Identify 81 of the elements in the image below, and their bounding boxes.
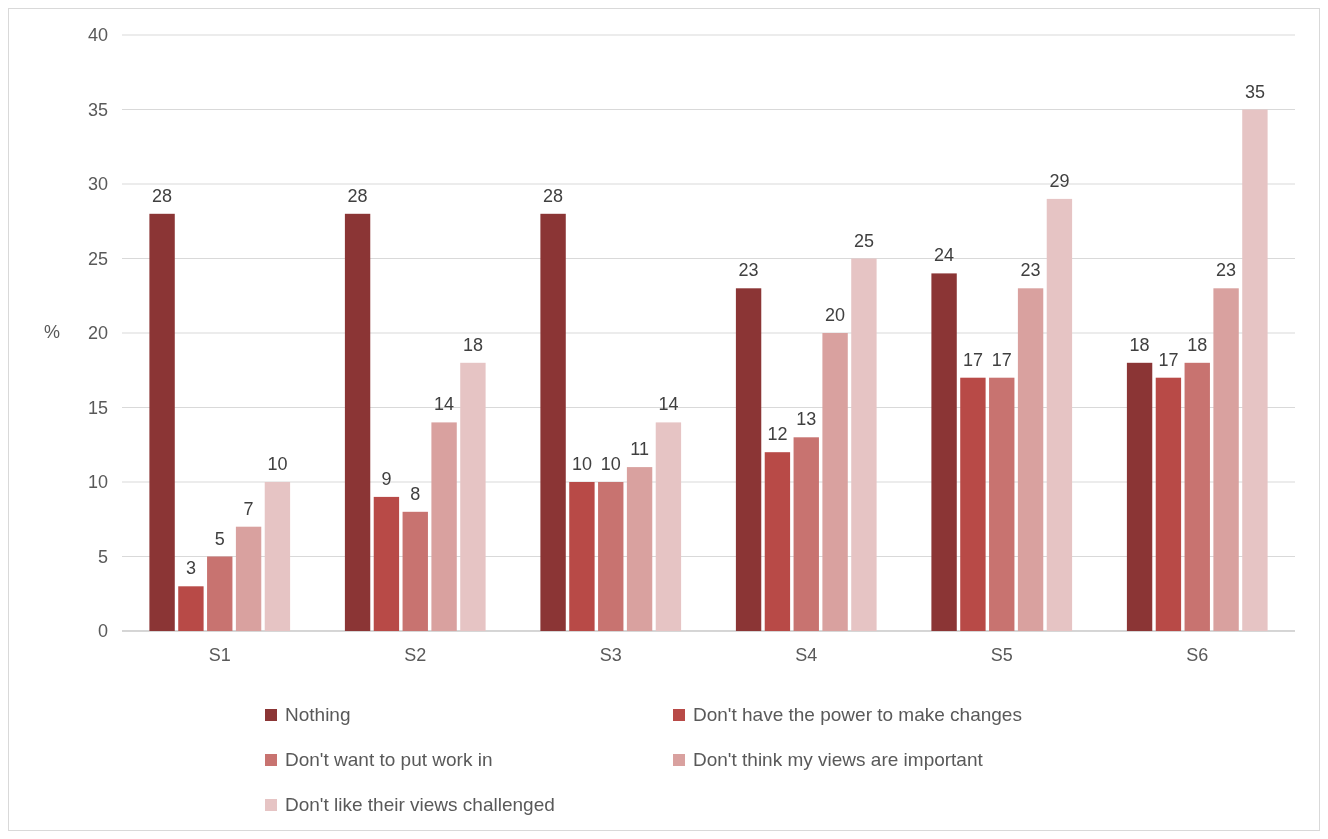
x-tick-label: S5 [990, 645, 1013, 665]
data-label: 9 [381, 468, 392, 489]
x-tick-label: S1 [208, 645, 231, 665]
data-label: 8 [410, 483, 421, 504]
bar [735, 288, 762, 631]
bar [207, 556, 233, 631]
legend-label: Don't like their views challenged [285, 794, 555, 815]
bar [1213, 288, 1239, 631]
data-label: 17 [1158, 349, 1179, 370]
bar [1155, 377, 1182, 631]
bar [235, 526, 262, 631]
legend-label: Don't think my views are important [693, 749, 984, 770]
y-tick-label: 25 [87, 248, 108, 269]
y-tick-label: 35 [87, 99, 108, 120]
y-tick-label: 0 [97, 621, 108, 641]
bar [626, 467, 653, 631]
y-tick-label: 10 [87, 472, 108, 492]
bar [373, 496, 400, 631]
bar [1046, 198, 1073, 631]
bar [1017, 288, 1044, 631]
data-label: 3 [185, 558, 196, 579]
bar [822, 333, 848, 631]
bar [655, 422, 682, 631]
y-axis-title: % [43, 322, 61, 342]
data-label: 23 [1020, 260, 1041, 281]
data-label: 35 [1244, 81, 1265, 102]
bar [460, 362, 486, 631]
data-label: 10 [600, 454, 621, 474]
bar [149, 213, 175, 631]
bar [540, 213, 566, 631]
data-label: 23 [738, 260, 759, 281]
data-label: 12 [767, 424, 788, 445]
x-tick-label: S2 [404, 645, 427, 665]
bar [960, 377, 986, 631]
legend-label: Nothing [285, 704, 351, 725]
bar [598, 482, 624, 631]
bar [344, 213, 371, 631]
data-label: 23 [1216, 260, 1237, 281]
y-tick-label: 20 [87, 323, 108, 343]
data-label: 24 [934, 245, 955, 266]
data-label: 20 [825, 305, 846, 325]
bar [851, 258, 877, 631]
data-label: 17 [962, 349, 983, 370]
data-label: 18 [1129, 334, 1150, 355]
data-label: 11 [630, 439, 649, 460]
bar [1242, 109, 1268, 631]
bar [793, 437, 819, 631]
y-tick-label: 15 [87, 397, 108, 418]
x-tick-label: S6 [1186, 645, 1209, 665]
y-tick-label: 30 [87, 174, 108, 194]
data-label: 18 [1187, 334, 1208, 355]
data-label: 7 [243, 498, 254, 519]
bar [764, 452, 791, 631]
data-label: 28 [347, 185, 368, 206]
bar [264, 482, 291, 631]
data-label: 17 [991, 349, 1012, 370]
data-label: 28 [543, 185, 564, 206]
y-tick-label: 5 [97, 546, 108, 567]
data-label: 25 [853, 230, 874, 251]
y-tick-label: 40 [87, 25, 108, 45]
legend-label: Don't want to put work in [285, 749, 493, 770]
data-label: 10 [267, 454, 288, 474]
bar [569, 482, 595, 631]
data-label: 13 [796, 409, 817, 430]
data-label: 18 [462, 334, 483, 355]
x-tick-label: S4 [795, 645, 818, 665]
bar [931, 273, 957, 631]
data-label: 14 [434, 394, 455, 415]
bar [989, 377, 1015, 631]
bar [402, 511, 428, 631]
data-label: 10 [571, 454, 592, 474]
bar [1126, 362, 1153, 631]
data-label: 5 [214, 528, 225, 549]
data-label: 28 [152, 185, 173, 206]
data-label: 14 [658, 394, 679, 415]
bar [431, 422, 457, 631]
data-label: 29 [1049, 170, 1070, 191]
bar [1184, 362, 1210, 631]
x-tick-label: S3 [599, 645, 622, 665]
legend-label: Don't have the power to make changes [693, 704, 1022, 725]
bar [178, 586, 204, 631]
